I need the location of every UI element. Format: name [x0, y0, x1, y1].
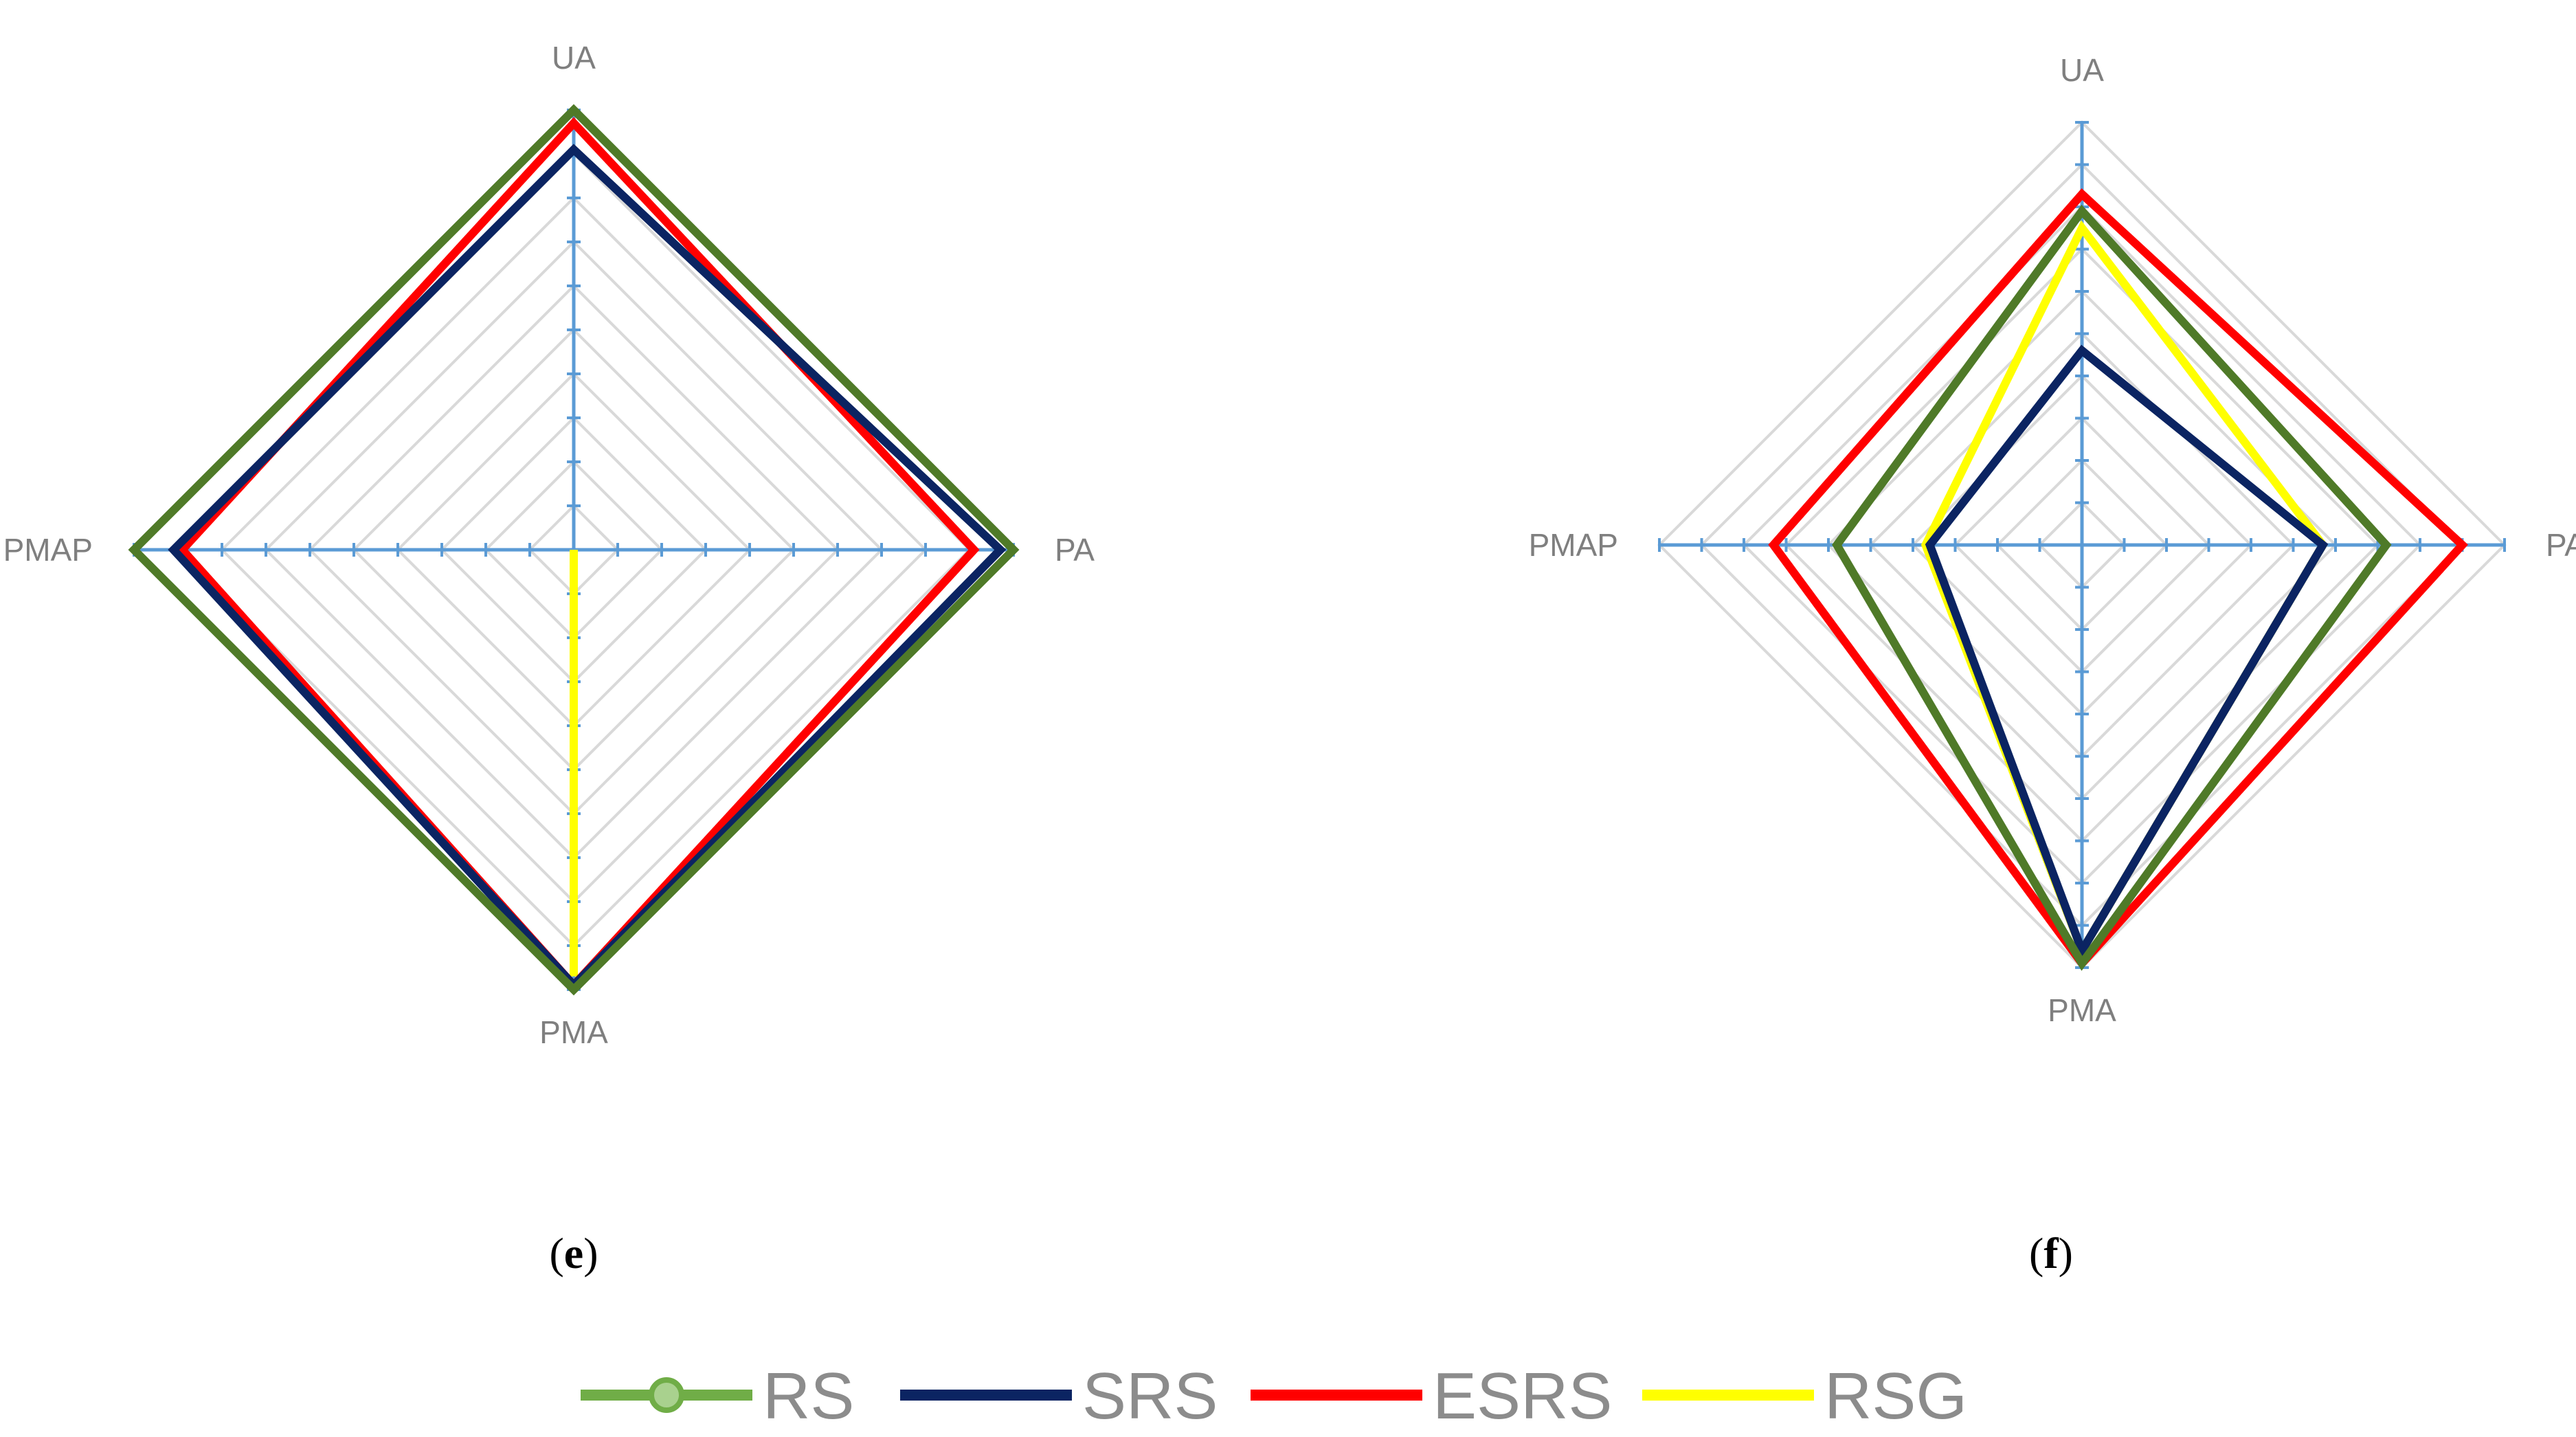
series-e-rs — [128, 104, 1020, 996]
axis-label-f-ua: UA — [2060, 52, 2104, 88]
legend-label-rsg: RSG — [1824, 1359, 1967, 1433]
chart-legend: RS SRS ESRS RSG — [581, 1359, 1967, 1433]
axis-label-f-pa: PA — [2546, 527, 2576, 563]
series-f-srs — [1925, 344, 2329, 961]
legend-label-srs: SRS — [1082, 1359, 1218, 1433]
axis-label-f-pma: PMA — [2048, 992, 2116, 1028]
legend-marker-rs — [649, 1377, 684, 1413]
axis-label-e-pa: PA — [1055, 532, 1095, 568]
radar-chart-e: UA PA PMA PMAP — [3, 40, 1095, 1050]
series-e-esrs — [177, 117, 980, 992]
series-f-rs — [1832, 204, 2392, 971]
axis-label-e-ua: UA — [552, 40, 596, 76]
panel-label-f: (f) — [2029, 1229, 2073, 1278]
axis-label-e-pmap: PMAP — [3, 532, 93, 568]
legend-label-esrs: ESRS — [1433, 1359, 1612, 1433]
legend-label-rs: RS — [763, 1359, 854, 1433]
radar-chart-f: UA PA PMA PMAP — [1529, 52, 2576, 1028]
axis-label-f-pmap: PMAP — [1529, 527, 1618, 563]
axis-label-e-pma: PMA — [539, 1014, 608, 1050]
panel-label-e: (e) — [549, 1229, 598, 1278]
series-e-srs — [168, 144, 1007, 992]
